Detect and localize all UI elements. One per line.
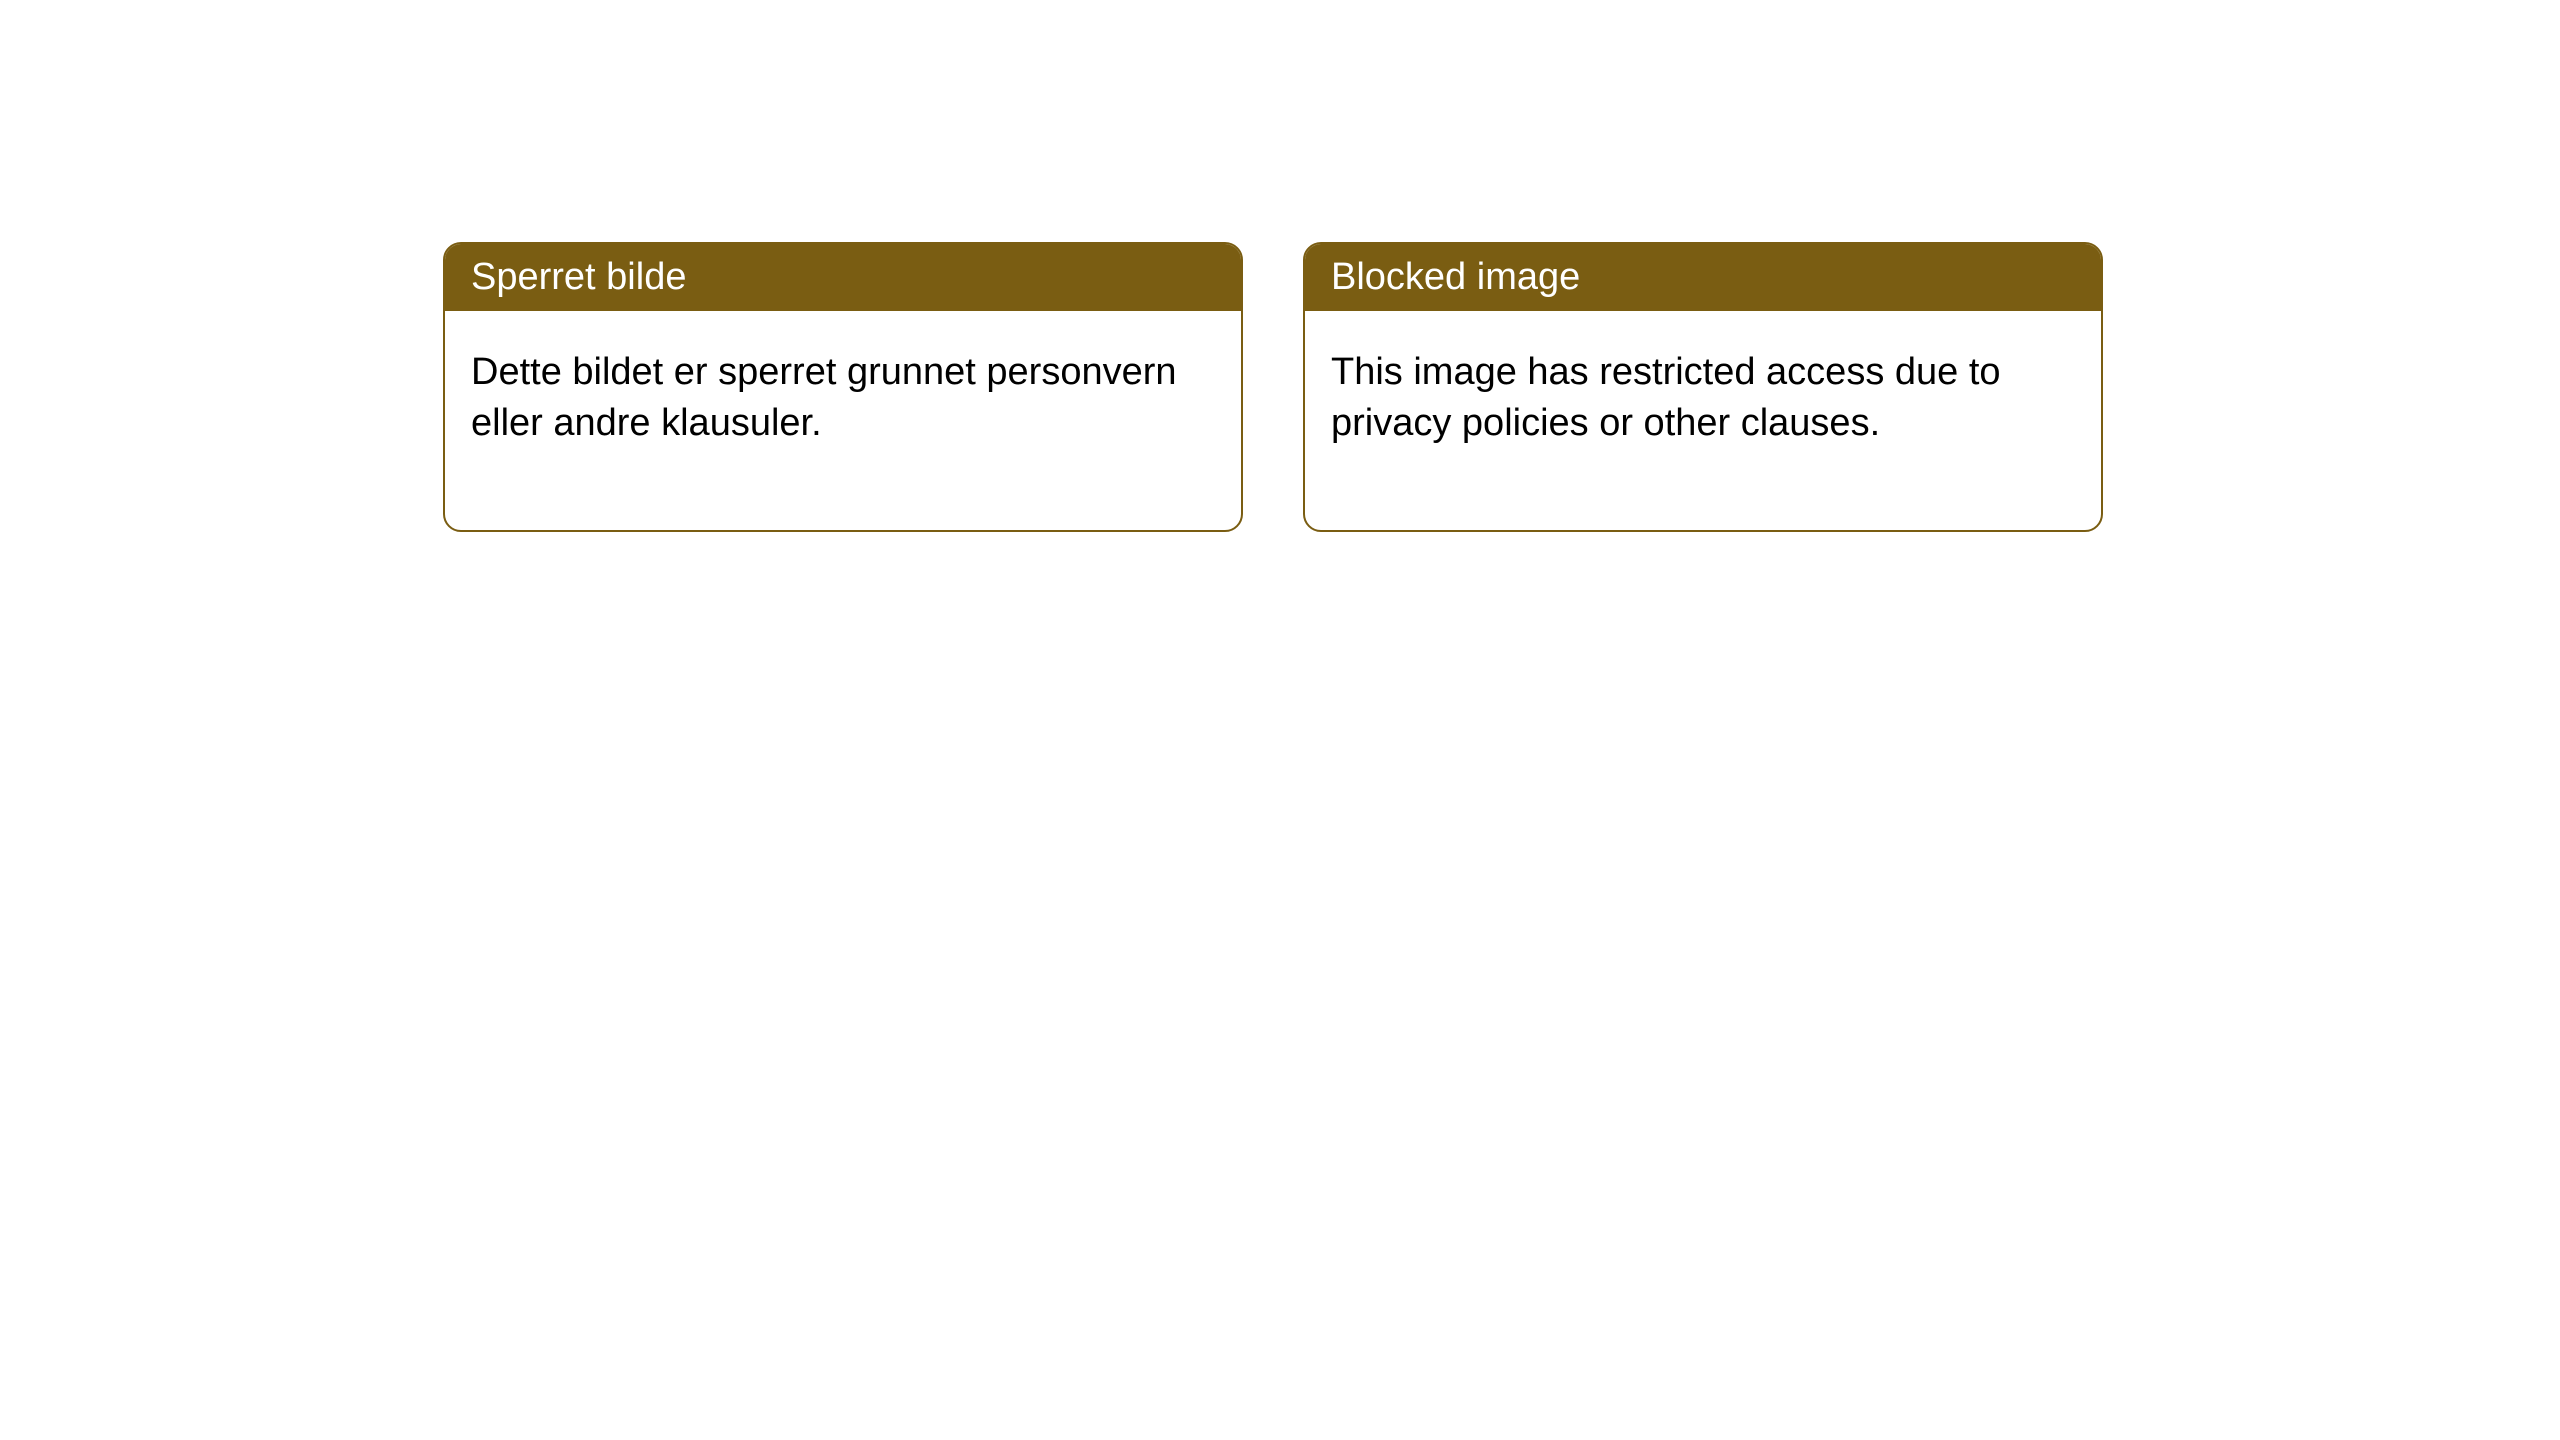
card-body-english: This image has restricted access due to …	[1305, 311, 2101, 530]
card-title-norwegian: Sperret bilde	[445, 244, 1241, 311]
cards-container: Sperret bilde Dette bildet er sperret gr…	[443, 242, 2560, 532]
card-english: Blocked image This image has restricted …	[1303, 242, 2103, 532]
card-title-english: Blocked image	[1305, 244, 2101, 311]
card-norwegian: Sperret bilde Dette bildet er sperret gr…	[443, 242, 1243, 532]
card-body-norwegian: Dette bildet er sperret grunnet personve…	[445, 311, 1241, 530]
